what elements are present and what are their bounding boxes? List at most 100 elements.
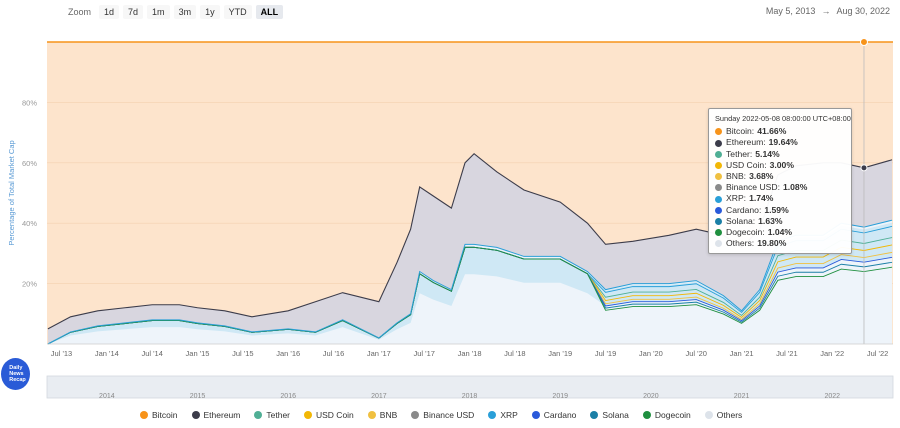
tooltip-series-value: 1.74% — [749, 193, 774, 204]
legend-dot-icon — [367, 411, 376, 419]
legend-item-tether[interactable]: Tether — [254, 410, 290, 420]
x-tick-label: Jul '16 — [323, 349, 344, 358]
tooltip-series-name: Ethereum: — [726, 137, 766, 148]
tooltip-row: XRP: 1.74% — [715, 193, 845, 204]
zoom-7d-button[interactable]: 7d — [123, 5, 144, 19]
navigator-year-label: 2022 — [824, 393, 840, 400]
legend-item-ethereum[interactable]: Ethereum — [191, 410, 241, 420]
x-tick-label: Jul '22 — [867, 349, 888, 358]
legend-label: Ethereum — [203, 410, 241, 420]
tooltip-dot-icon — [715, 161, 722, 169]
legend-label: Binance USD — [423, 410, 475, 420]
tooltip-series-name: Others: — [726, 238, 755, 249]
y-tick-label: 20% — [22, 280, 37, 289]
x-tick-label: Jul '18 — [504, 349, 525, 358]
legend-dot-icon — [642, 411, 651, 419]
date-range-arrow: → — [821, 6, 831, 16]
legend-label: XRP — [500, 410, 518, 420]
legend-dot-icon — [411, 411, 420, 419]
legend-dot-icon — [704, 411, 713, 419]
daily-news-recap-logo[interactable]: Daily News Recap — [1, 358, 30, 390]
tooltip-series-value: 1.59% — [764, 204, 789, 215]
tooltip-dot-icon — [715, 150, 722, 158]
navigator — [46, 375, 894, 399]
tooltip-row: BNB: 3.68% — [715, 171, 845, 182]
tooltip-series-value: 19.64% — [768, 137, 798, 148]
series-line-others — [47, 219, 893, 345]
tooltip-series-value: 3.00% — [769, 159, 794, 170]
tooltip-dot-icon — [715, 240, 722, 248]
chart-tooltip: Sunday 2022-05-08 08:00:00 UTC+08:00 Bit… — [708, 108, 852, 255]
tooltip-date: Sunday 2022-05-08 08:00:00 UTC+08:00 — [715, 114, 851, 123]
legend-item-bitcoin[interactable]: Bitcoin — [140, 410, 178, 420]
tooltip-dot-icon — [715, 195, 722, 203]
y-tick-label: 80% — [22, 98, 37, 107]
tooltip-row: Binance USD: 1.08% — [715, 182, 845, 193]
tooltip-row: Dogecoin: 1.04% — [715, 227, 845, 238]
navigator-year-label: 2017 — [371, 393, 387, 400]
legend-item-solana[interactable]: Solana — [590, 410, 629, 420]
date-range-to[interactable]: Aug 30, 2022 — [836, 6, 890, 16]
tooltip-dot-icon — [715, 229, 722, 237]
zoom-ytd-button[interactable]: YTD — [223, 5, 252, 19]
hover-point-ethereum — [860, 164, 868, 172]
navigator-year-label: 2016 — [280, 393, 296, 400]
legend-label: BNB — [379, 410, 398, 420]
legend-label: Others — [716, 410, 743, 420]
hover-point-bitcoin — [859, 38, 868, 46]
legend-item-cardano[interactable]: Cardano — [531, 410, 577, 420]
tooltip-series-value: 5.14% — [755, 148, 780, 159]
x-tick-label: Jan '19 — [548, 349, 572, 358]
tooltip-series-value: 1.04% — [767, 227, 793, 238]
legend-item-usd-coin[interactable]: USD Coin — [304, 410, 354, 420]
x-tick-label: Jul '20 — [686, 349, 707, 358]
tooltip-series-name: XRP: — [726, 193, 747, 204]
legend-item-others[interactable]: Others — [704, 410, 743, 420]
legend-label: Cardano — [543, 410, 577, 420]
x-tick-label: Jan '21 — [730, 349, 754, 358]
tooltip-series-value: 3.68% — [749, 171, 774, 182]
y-axis-title: Percentage of Total Market Cap — [7, 140, 16, 245]
legend-label: Tether — [266, 410, 290, 420]
zoom-all-button[interactable]: ALL — [255, 5, 284, 19]
zoom-1d-button[interactable]: 1d — [99, 5, 120, 19]
legend-item-dogecoin[interactable]: Dogecoin — [642, 410, 691, 420]
navigator-year-label: 2019 — [552, 393, 568, 400]
tooltip-row: Tether: 5.14% — [715, 149, 845, 160]
zoom-1y-button[interactable]: 1y — [200, 5, 220, 19]
tooltip-series-value: 41.66% — [757, 126, 787, 137]
tooltip-dot-icon — [715, 173, 722, 181]
legend-item-bnb[interactable]: BNB — [367, 410, 398, 420]
legend-item-binance-usd[interactable]: Binance USD — [411, 410, 474, 420]
tooltip-series-value: 1.63% — [758, 215, 783, 226]
x-tick-label: Jan '20 — [639, 349, 663, 358]
tooltip-series-value: 1.08% — [782, 182, 808, 193]
legend-dot-icon — [488, 411, 497, 419]
tooltip-dot-icon — [715, 128, 722, 136]
x-tick-label: Jul '21 — [776, 349, 797, 358]
navigator-year-label: 2018 — [462, 393, 478, 400]
tooltip-series-name: Tether: — [726, 148, 753, 159]
legend-dot-icon — [531, 411, 540, 419]
navigator-year-label: 2014 — [99, 393, 115, 400]
tooltip-series-name: Dogecoin: — [726, 227, 765, 238]
tooltip-series-name: Cardano: — [726, 204, 762, 215]
x-tick-label: Jan '15 — [186, 349, 210, 358]
tooltip-row: Bitcoin: 41.66% — [715, 126, 845, 137]
tooltip-row: Cardano: 1.59% — [715, 205, 845, 216]
x-tick-label: Jan '16 — [276, 349, 300, 358]
date-range: May 5, 2013 → Aug 30, 2022 — [766, 6, 890, 16]
series-line-dogecoin — [47, 246, 893, 345]
zoom-1m-button[interactable]: 1m — [147, 5, 170, 19]
tooltip-series-value: 19.80% — [757, 238, 787, 249]
navigator-year-label: 2021 — [734, 393, 750, 400]
zoom-label: Zoom — [68, 7, 92, 17]
legend-label: Solana — [602, 410, 629, 420]
chart-legend: Bitcoin Ethereum Tether USD Coin BNB Binance … — [140, 410, 742, 420]
date-range-from[interactable]: May 5, 2013 — [765, 6, 816, 16]
legend-item-xrp[interactable]: XRP — [488, 410, 518, 420]
legend-label: Bitcoin — [152, 410, 178, 420]
zoom-3m-button[interactable]: 3m — [173, 5, 197, 19]
y-tick-label: 60% — [22, 159, 37, 168]
x-tick-label: Jan '18 — [458, 349, 482, 358]
